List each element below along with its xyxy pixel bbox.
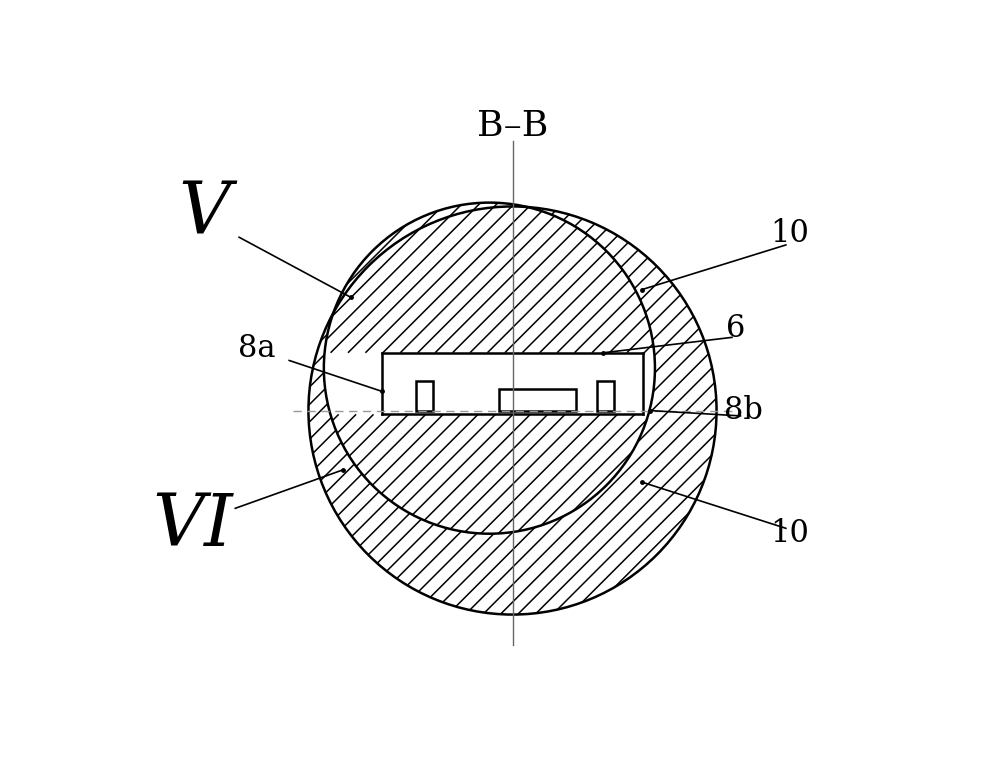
Text: B–B: B–B bbox=[477, 108, 548, 143]
Text: 6: 6 bbox=[726, 312, 745, 343]
Bar bbox=[382, 352, 643, 415]
Text: VI: VI bbox=[153, 490, 233, 561]
Text: V: V bbox=[178, 179, 231, 249]
Circle shape bbox=[308, 206, 717, 615]
Text: 8b: 8b bbox=[724, 395, 763, 426]
Bar bbox=[499, 389, 576, 411]
Bar bbox=[382, 352, 643, 415]
Text: 8a: 8a bbox=[238, 334, 276, 365]
Text: 10: 10 bbox=[770, 218, 809, 249]
Bar bbox=[597, 381, 614, 411]
Circle shape bbox=[324, 202, 655, 534]
Text: 10: 10 bbox=[770, 518, 809, 550]
Bar bbox=[416, 381, 433, 411]
